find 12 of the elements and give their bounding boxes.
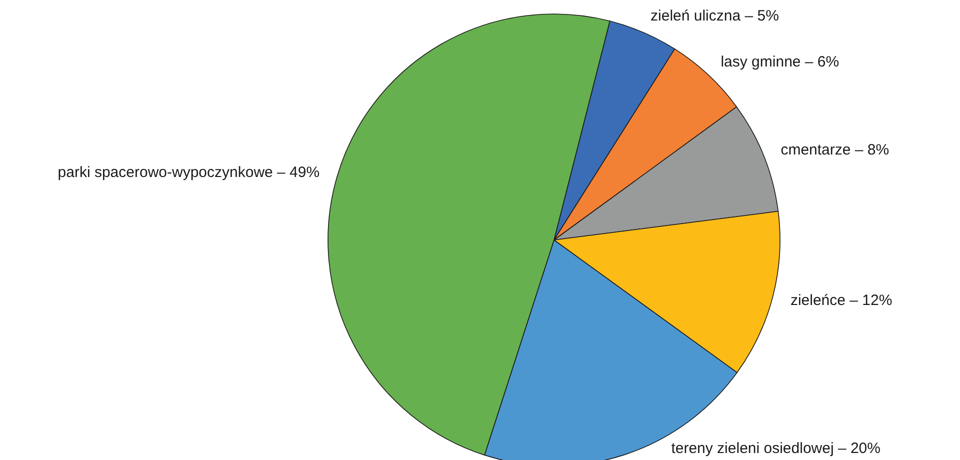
slice-label: parki spacerowo-wypoczynkowe – [58, 164, 286, 181]
slice-label: lasy gminne – [720, 53, 814, 70]
data-label: 20% [850, 440, 880, 457]
data-label: 12% [862, 292, 892, 309]
data-label: 8% [867, 141, 890, 158]
data-label: 5% [757, 7, 779, 24]
slice-label: zieleń uliczna – [650, 7, 754, 24]
data-label: 6% [817, 53, 840, 70]
data-label: 49% [290, 164, 320, 181]
slice-label: cmentarze – [780, 141, 864, 158]
slice-label: zieleńce – [790, 292, 859, 309]
slice-label: tereny zieleni osiedlowej – [671, 440, 847, 457]
